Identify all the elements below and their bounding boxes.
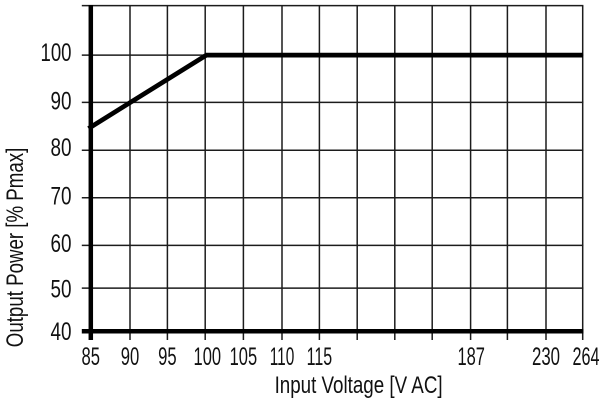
svg-text:95: 95: [158, 343, 177, 371]
svg-text:60: 60: [51, 230, 72, 258]
svg-text:105: 105: [230, 343, 258, 371]
svg-text:264: 264: [573, 343, 600, 371]
svg-text:Input Voltage [V AC]: Input Voltage [V AC]: [275, 372, 443, 399]
svg-text:100: 100: [194, 343, 222, 371]
svg-text:90: 90: [51, 88, 72, 116]
svg-text:90: 90: [121, 343, 140, 371]
svg-text:100: 100: [41, 39, 72, 67]
svg-text:Output Power [% Pmax]: Output Power [% Pmax]: [2, 148, 29, 348]
svg-text:187: 187: [457, 343, 485, 371]
svg-text:115: 115: [307, 343, 333, 371]
svg-text:80: 80: [51, 134, 72, 162]
svg-text:110: 110: [270, 343, 295, 371]
svg-text:40: 40: [51, 318, 72, 346]
svg-text:230: 230: [532, 343, 560, 371]
svg-text:85: 85: [82, 343, 101, 371]
svg-text:50: 50: [51, 276, 72, 304]
svg-text:70: 70: [51, 183, 72, 211]
